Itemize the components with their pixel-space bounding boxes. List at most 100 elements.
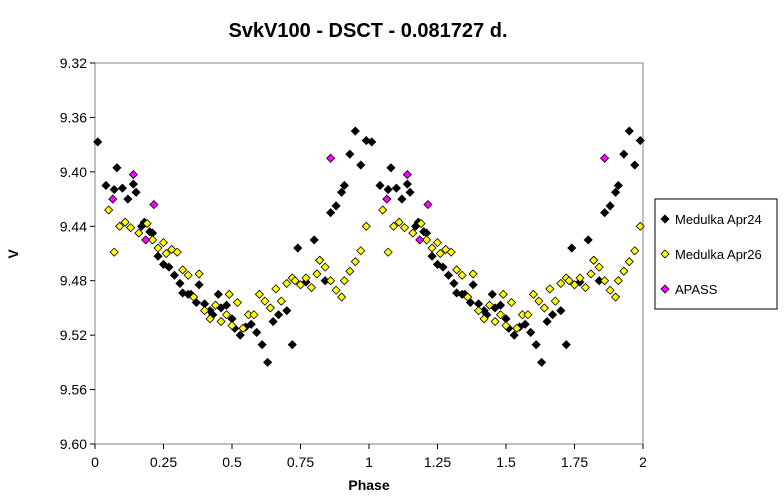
data-point: [312, 269, 322, 279]
data-point: [416, 218, 426, 229]
data-point: [589, 255, 599, 265]
data-point: [611, 187, 621, 197]
data-point: [383, 184, 393, 195]
data-point: [246, 319, 256, 329]
data-point: [320, 262, 330, 272]
data-point: [375, 180, 385, 191]
data-point: [274, 310, 284, 320]
data-point: [619, 149, 629, 159]
data-point: [539, 303, 549, 313]
data-point: [432, 238, 443, 248]
x-tick-label: 1: [365, 454, 373, 470]
data-point: [600, 276, 610, 286]
data-point: [495, 310, 506, 320]
x-tick-label: 1.5: [496, 454, 516, 470]
data-point: [287, 340, 297, 350]
data-point: [149, 199, 159, 210]
data-point: [506, 297, 517, 308]
data-point: [523, 310, 533, 320]
data-point: [164, 262, 174, 272]
data-point: [405, 187, 415, 197]
data-point: [528, 289, 538, 299]
data-point: [605, 285, 615, 295]
data-point: [537, 357, 547, 367]
legend-marker: [660, 284, 670, 294]
data-point: [383, 247, 393, 257]
data-point: [556, 278, 566, 289]
data-point: [254, 289, 264, 299]
y-tick-label: 9.56: [60, 382, 87, 398]
data-point: [194, 269, 204, 279]
data-point: [252, 327, 262, 337]
data-point: [189, 292, 199, 302]
x-axis-label: Phase: [348, 477, 389, 493]
data-point: [227, 321, 237, 331]
data-point: [501, 321, 511, 331]
data-point: [487, 289, 497, 299]
data-point: [128, 179, 138, 189]
data-point: [326, 153, 336, 163]
data-point: [386, 163, 396, 173]
series-medulka-apr26: [104, 205, 645, 333]
data-point: [326, 276, 336, 286]
data-point: [438, 262, 448, 272]
data-point: [635, 221, 645, 231]
data-point: [126, 223, 136, 233]
legend-label: Medulka Apr24: [675, 212, 762, 227]
data-point: [548, 310, 558, 320]
y-tick-label: 9.36: [60, 109, 87, 125]
data-point: [531, 340, 541, 350]
data-point: [490, 316, 500, 327]
x-tick-label: 0.25: [150, 454, 177, 470]
data-point: [367, 137, 377, 147]
data-point: [567, 243, 577, 253]
data-point: [339, 276, 349, 286]
data-point: [210, 300, 221, 310]
series-apass: [108, 153, 610, 245]
data-point: [337, 187, 347, 197]
data-point: [391, 183, 401, 193]
data-point: [463, 292, 473, 302]
data-point: [260, 296, 270, 306]
data-point: [161, 248, 171, 259]
data-point: [147, 235, 158, 245]
data-point: [495, 300, 506, 310]
data-point: [561, 340, 571, 350]
data-point: [101, 180, 111, 191]
data-point: [345, 266, 355, 276]
data-point: [423, 199, 433, 210]
data-point: [194, 280, 204, 290]
data-point: [594, 262, 604, 272]
data-point: [337, 292, 347, 302]
y-tick-label: 9.44: [60, 218, 87, 234]
data-point: [509, 330, 519, 340]
data-point: [290, 276, 300, 286]
data-point: [550, 296, 560, 306]
data-point: [526, 327, 536, 337]
y-tick-label: 9.48: [60, 273, 87, 289]
data-point: [108, 194, 118, 204]
data-point: [457, 270, 467, 280]
data-point: [350, 257, 360, 267]
data-point: [339, 180, 349, 191]
x-tick-label: 0.5: [222, 454, 242, 470]
data-point: [446, 247, 456, 257]
data-point: [301, 273, 311, 283]
legend: Medulka Apr24 Medulka Apr26 APASS: [654, 198, 778, 310]
chart-title: SvkV100 - DSCT - 0.081727 d.: [228, 20, 507, 42]
data-point: [630, 160, 640, 170]
data-point: [586, 269, 596, 279]
data-point: [134, 228, 144, 238]
y-tick-label: 9.52: [60, 327, 87, 343]
data-point: [635, 135, 645, 146]
legend-label: Medulka Apr26: [675, 247, 762, 262]
data-point: [520, 319, 530, 329]
data-point: [235, 330, 245, 340]
data-point: [120, 217, 130, 227]
data-points: [93, 126, 645, 367]
data-point: [427, 243, 437, 253]
data-point: [575, 273, 585, 283]
data-point: [350, 126, 360, 136]
data-point: [213, 289, 223, 299]
